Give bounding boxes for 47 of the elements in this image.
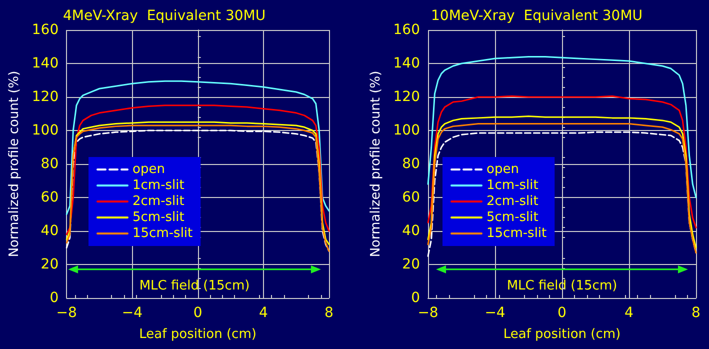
y-tick-label: 80 (40, 156, 59, 172)
y-tick-label: 160 (393, 22, 420, 38)
y-tick-label: 20 (40, 256, 59, 272)
x-tick-label: 0 (558, 305, 566, 321)
y-tick-label: 120 (393, 89, 420, 105)
y-tick-label: 40 (402, 223, 420, 239)
y-tick-label: 0 (50, 290, 59, 306)
line-series (66, 104, 330, 236)
y-tick-label: 20 (402, 256, 420, 272)
legend-label: 1cm-slit (486, 178, 538, 194)
line-series (427, 95, 697, 228)
chart-title: 4MeV-Xray Equivalent 30MU (63, 8, 266, 24)
y-tick-label: 160 (32, 22, 59, 38)
legend-label: 2cm-slit (486, 194, 538, 210)
x-tick-label: −4 (122, 305, 143, 321)
x-tick-label: 8 (692, 305, 700, 321)
y-tick-label: 140 (32, 56, 59, 72)
x-axis-title: Leaf position (cm) (503, 327, 621, 342)
y-tick-label: 140 (393, 56, 420, 72)
chart-title: 10MeV-Xray Equivalent 30MU (431, 8, 643, 24)
annotation: MLC field (15cm) (139, 278, 250, 294)
y-axis-title: Normalized profile count (%) (7, 70, 22, 258)
x-tick-label: 4 (624, 305, 634, 321)
legend-label: 15cm-slit (132, 226, 193, 242)
y-tick-label: 100 (32, 122, 59, 138)
y-tick-label: 0 (411, 290, 420, 306)
legend-label: open (132, 162, 165, 178)
x-tick-label: 0 (193, 305, 202, 321)
x-tick-label: 8 (324, 305, 334, 321)
x-tick-label: 4 (258, 305, 268, 321)
x-tick-label: −8 (418, 305, 438, 321)
x-tick-label: −8 (56, 305, 77, 321)
y-tick-label: 40 (40, 223, 59, 239)
legend-label: 2cm-slit (132, 194, 184, 210)
legend-label: 5cm-slit (132, 210, 184, 226)
legend-label: 15cm-slit (486, 226, 547, 242)
y-tick-label: 60 (402, 190, 420, 206)
legend-label: 5cm-slit (486, 210, 538, 226)
y-axis-title: Normalized profile count (%) (368, 70, 384, 258)
y-tick-label: 120 (32, 89, 59, 105)
legend-label: 1cm-slit (132, 178, 184, 194)
x-axis-title: Leaf position (cm) (139, 327, 256, 342)
y-tick-label: 100 (393, 122, 420, 138)
y-tick-label: 80 (402, 156, 420, 172)
y-tick-label: 60 (40, 190, 59, 206)
x-tick-label: −4 (484, 305, 506, 321)
legend-label: open (486, 162, 519, 178)
